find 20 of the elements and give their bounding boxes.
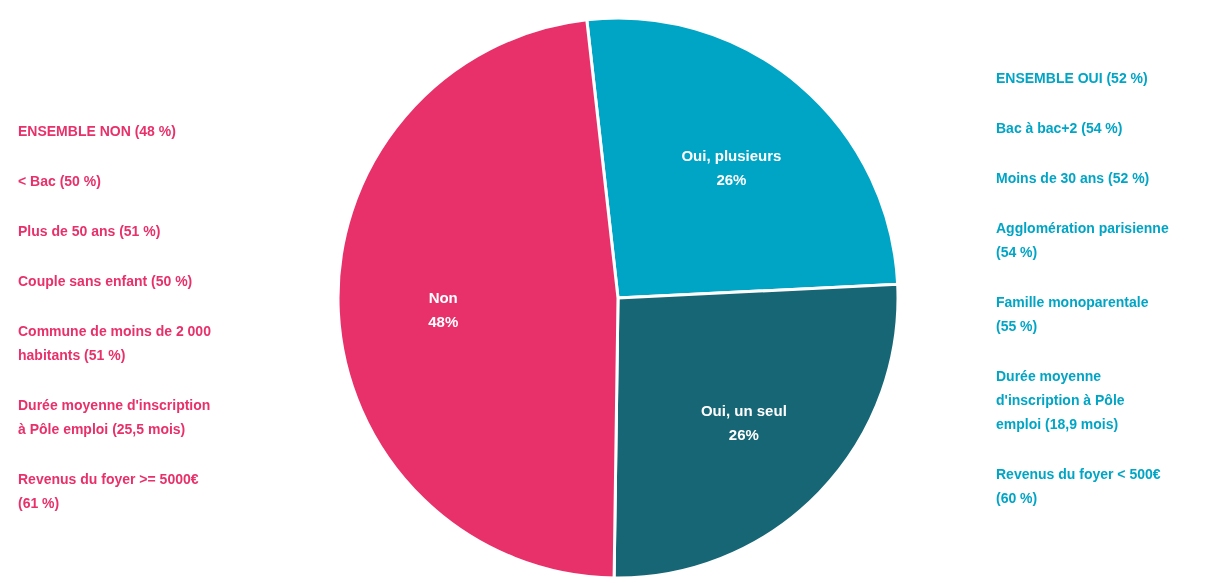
slice-label: Oui, plusieurs [681, 146, 782, 164]
text: Durée moyenne d'inscription à Pôle emploi (18,9 mois) [996, 368, 1125, 432]
text: Commune de moins de 2 000 habitants (51 %) [18, 323, 212, 363]
text: Agglomération parisienne (54 %) [996, 220, 1169, 260]
text: Revenus du foyer >= 5000€ (61 %) [18, 471, 199, 511]
text: ENSEMBLE OUI (52 %) [996, 70, 1148, 86]
data-label: 26% [728, 425, 759, 443]
text: ENSEMBLE NON (48 %) [18, 123, 176, 139]
text: Famille monoparentale (55 %) [996, 294, 1149, 334]
data-label: 26% [716, 170, 747, 188]
slice-label: Non [428, 288, 458, 306]
text: Plus de 50 ans (51 %) [18, 223, 161, 239]
text: Couple sans enfant (50 %) [18, 273, 193, 289]
text: Revenus du foyer < 500€ (60 %) [996, 466, 1161, 506]
text: Bac à bac+2 (54 %) [996, 120, 1123, 136]
text: < Bac (50 %) [18, 173, 101, 189]
text: Durée moyenne d'inscription à Pôle emploi (25,5 mois) [18, 397, 211, 437]
data-label: 48% [428, 312, 459, 330]
slice-label: Oui, un seul [700, 401, 787, 419]
text: Moins de 30 ans (52 %) [996, 170, 1150, 186]
